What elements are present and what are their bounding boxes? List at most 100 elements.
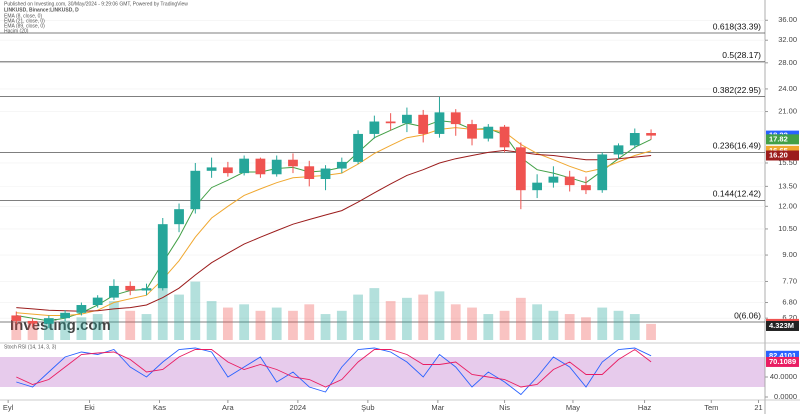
volume-bar bbox=[157, 288, 168, 340]
candle-body bbox=[76, 305, 87, 313]
value-tag-label: 17.82 bbox=[769, 134, 788, 143]
volume-bar bbox=[646, 323, 656, 340]
candle-body bbox=[11, 315, 22, 321]
chart-title: LINKUSD, Binance:LINKUSD, D bbox=[4, 7, 79, 13]
y-tick-label: 0.0000 bbox=[774, 392, 797, 401]
candle-body bbox=[532, 182, 543, 191]
legend-entry: EMA (21, close, 0) bbox=[4, 18, 45, 24]
y-tick-label: 6.20 bbox=[782, 313, 797, 322]
candle-body bbox=[353, 133, 363, 162]
y-tick-label: 36.00 bbox=[778, 15, 797, 24]
x-tick-label: Eyl bbox=[3, 403, 14, 412]
fib-label: 0(6.06) bbox=[734, 310, 761, 320]
candle-body bbox=[304, 166, 315, 180]
volume-bar bbox=[141, 314, 152, 340]
y-tick-label: 21.00 bbox=[778, 107, 797, 116]
candle-body bbox=[157, 224, 168, 289]
candle-body bbox=[646, 133, 656, 136]
volume-bar bbox=[499, 310, 510, 340]
candle-body bbox=[483, 126, 494, 139]
volume-bar bbox=[515, 297, 526, 340]
volume-bar bbox=[27, 323, 38, 340]
y-tick-label: 15.50 bbox=[778, 158, 797, 167]
volume-bar bbox=[385, 301, 396, 340]
value-tag-label: 16.65 bbox=[769, 146, 788, 155]
candle-body bbox=[239, 158, 250, 174]
candle-body bbox=[581, 185, 591, 191]
candle-body bbox=[629, 133, 640, 146]
volume-bar bbox=[548, 310, 559, 340]
volume-bar bbox=[255, 310, 266, 340]
legend-entry: EMA (89, close, 0) bbox=[4, 23, 45, 29]
volume-bar bbox=[60, 320, 70, 340]
stoch-line bbox=[16, 348, 652, 388]
volume-bar bbox=[418, 294, 429, 340]
volume-bar bbox=[92, 314, 103, 340]
x-tick-label: Eki bbox=[84, 403, 95, 412]
x-tick-label: Nis bbox=[499, 403, 510, 412]
candle-body bbox=[27, 320, 38, 324]
y-tick-label: 40.0000 bbox=[770, 372, 797, 381]
candle-body bbox=[60, 312, 70, 319]
volume-bar bbox=[271, 307, 282, 340]
volume-bar bbox=[613, 310, 624, 340]
volume-bar bbox=[109, 301, 119, 340]
fib-label: 0.5(28.17) bbox=[722, 50, 761, 60]
value-tag-label: 4.323M bbox=[769, 321, 794, 330]
volume-bar bbox=[239, 304, 250, 340]
x-tick-label: Mar bbox=[431, 403, 444, 412]
fib-label: 0.236(16.49) bbox=[713, 141, 761, 151]
candle-body bbox=[564, 176, 575, 186]
candle-body bbox=[418, 114, 429, 134]
volume-bar bbox=[532, 304, 543, 340]
x-tick-label: 21 bbox=[754, 403, 762, 412]
x-tick-label: Şub bbox=[361, 403, 374, 412]
volume-bar bbox=[434, 291, 445, 340]
x-tick-label: May bbox=[566, 403, 580, 412]
candle-body bbox=[434, 112, 445, 134]
volume-bar bbox=[597, 307, 608, 340]
stoch-title: Stoch RSI (14, 14, 3, 3) bbox=[4, 344, 57, 350]
candle-body bbox=[548, 176, 559, 183]
y-tick-label: 24.00 bbox=[778, 84, 797, 93]
fib-label: 0.144(12.42) bbox=[713, 189, 761, 199]
candle-body bbox=[450, 112, 461, 125]
candle-body bbox=[125, 285, 136, 291]
volume-bar bbox=[43, 322, 54, 340]
x-tick-label: 2024 bbox=[290, 403, 307, 412]
candle-body bbox=[597, 154, 608, 191]
candle-body bbox=[222, 167, 233, 174]
x-tick-label: Kas bbox=[153, 403, 166, 412]
candle-body bbox=[255, 158, 266, 175]
y-tick-label: 32.00 bbox=[778, 35, 797, 44]
volume-bar bbox=[353, 294, 363, 340]
stoch-line bbox=[16, 347, 652, 396]
y-tick-label: 10.50 bbox=[778, 224, 797, 233]
candle-body bbox=[336, 161, 347, 169]
value-tag bbox=[766, 356, 799, 367]
candle-body bbox=[288, 159, 298, 167]
volume-bar bbox=[11, 320, 22, 340]
candle-body bbox=[109, 285, 119, 298]
ema-line bbox=[16, 120, 652, 322]
volume-bar bbox=[320, 314, 331, 340]
volume-bar bbox=[369, 288, 380, 340]
volume-bar bbox=[402, 297, 412, 340]
volume-bar bbox=[483, 314, 494, 340]
volume-bar bbox=[564, 314, 575, 340]
volume-bar bbox=[581, 317, 591, 340]
y-tick-label: 9.00 bbox=[782, 250, 797, 259]
value-tag bbox=[766, 134, 799, 145]
volume-bar bbox=[288, 310, 298, 340]
value-tag-label: 82.4101 bbox=[769, 351, 796, 360]
volume-bar bbox=[174, 294, 184, 340]
fib-label: 0.382(22.95) bbox=[713, 85, 761, 95]
candle-body bbox=[369, 121, 380, 134]
value-tag bbox=[766, 150, 799, 161]
candle-body bbox=[174, 209, 184, 225]
fib-label: 0.618(33.39) bbox=[713, 21, 761, 31]
volume-bar bbox=[206, 301, 217, 340]
candle-body bbox=[320, 168, 331, 180]
ema-line bbox=[16, 149, 652, 312]
